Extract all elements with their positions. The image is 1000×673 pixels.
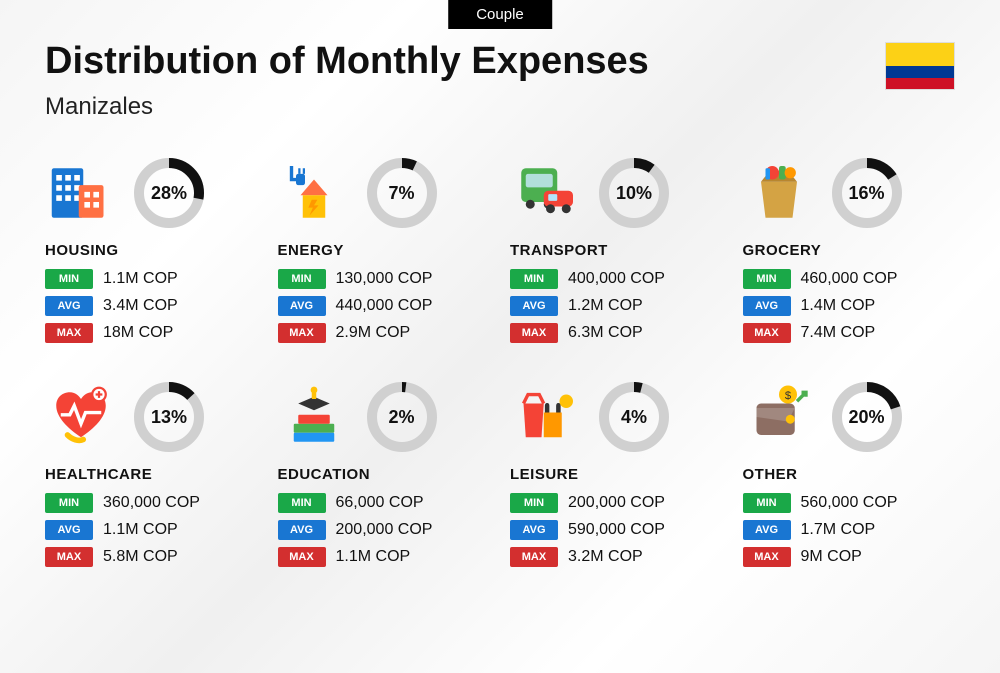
- avg-value: 590,000 COP: [568, 521, 665, 539]
- avg-value: 1.2M COP: [568, 297, 643, 315]
- min-value: 560,000 COP: [801, 494, 898, 512]
- category-card: 13% HEALTHCARE MIN 360,000 COP AVG 1.1M …: [45, 380, 258, 574]
- max-value: 6.3M COP: [568, 324, 643, 342]
- percent-donut: 28%: [132, 156, 206, 230]
- min-badge: MIN: [45, 493, 93, 513]
- svg-text:$: $: [784, 390, 791, 402]
- min-badge: MIN: [45, 269, 93, 289]
- percent-value: 4%: [621, 407, 647, 428]
- avg-value: 1.7M COP: [801, 521, 876, 539]
- max-badge: MAX: [45, 323, 93, 343]
- min-badge: MIN: [510, 269, 558, 289]
- min-badge: MIN: [278, 269, 326, 289]
- min-badge: MIN: [743, 269, 791, 289]
- header: Distribution of Monthly Expenses Manizal…: [0, 0, 1000, 121]
- percent-donut: 4%: [597, 380, 671, 454]
- max-value: 2.9M COP: [336, 324, 411, 342]
- category-name: HEALTHCARE: [45, 466, 258, 483]
- percent-value: 20%: [848, 407, 884, 428]
- min-badge: MIN: [743, 493, 791, 513]
- category-card: 2% EDUCATION MIN 66,000 COP AVG 200,000 …: [278, 380, 491, 574]
- max-value: 9M COP: [801, 548, 862, 566]
- category-name: EDUCATION: [278, 466, 491, 483]
- percent-value: 10%: [616, 183, 652, 204]
- min-value: 200,000 COP: [568, 494, 665, 512]
- category-card: 4% LEISURE MIN 200,000 COP AVG 590,000 C…: [510, 380, 723, 574]
- housing-icon: [45, 157, 117, 229]
- category-name: TRANSPORT: [510, 242, 723, 259]
- min-value: 1.1M COP: [103, 270, 178, 288]
- avg-badge: AVG: [510, 520, 558, 540]
- category-card: $ 20% OTHER MIN 560,000 COP AVG 1.7M COP…: [743, 380, 956, 574]
- avg-badge: AVG: [278, 296, 326, 316]
- percent-value: 16%: [848, 183, 884, 204]
- category-card: 7% ENERGY MIN 130,000 COP AVG 440,000 CO…: [278, 156, 491, 350]
- colombia-flag-icon: [885, 42, 955, 90]
- percent-value: 28%: [151, 183, 187, 204]
- percent-donut: 16%: [830, 156, 904, 230]
- avg-value: 1.1M COP: [103, 521, 178, 539]
- avg-value: 3.4M COP: [103, 297, 178, 315]
- percent-donut: 2%: [365, 380, 439, 454]
- leisure-icon: [510, 381, 582, 453]
- percent-donut: 13%: [132, 380, 206, 454]
- percent-donut: 10%: [597, 156, 671, 230]
- avg-value: 440,000 COP: [336, 297, 433, 315]
- percent-value: 7%: [388, 183, 414, 204]
- grocery-icon: [743, 157, 815, 229]
- percent-value: 13%: [151, 407, 187, 428]
- category-name: HOUSING: [45, 242, 258, 259]
- education-icon: [278, 381, 350, 453]
- transport-icon: [510, 157, 582, 229]
- max-value: 7.4M COP: [801, 324, 876, 342]
- page-title: Distribution of Monthly Expenses: [45, 40, 955, 83]
- min-value: 460,000 COP: [801, 270, 898, 288]
- min-value: 400,000 COP: [568, 270, 665, 288]
- avg-value: 1.4M COP: [801, 297, 876, 315]
- max-badge: MAX: [278, 547, 326, 567]
- other-icon: $: [743, 381, 815, 453]
- percent-donut: 20%: [830, 380, 904, 454]
- min-badge: MIN: [278, 493, 326, 513]
- avg-badge: AVG: [743, 296, 791, 316]
- percent-value: 2%: [388, 407, 414, 428]
- min-value: 360,000 COP: [103, 494, 200, 512]
- max-value: 18M COP: [103, 324, 173, 342]
- category-name: GROCERY: [743, 242, 956, 259]
- avg-badge: AVG: [278, 520, 326, 540]
- min-value: 130,000 COP: [336, 270, 433, 288]
- max-badge: MAX: [743, 323, 791, 343]
- category-card: 10% TRANSPORT MIN 400,000 COP AVG 1.2M C…: [510, 156, 723, 350]
- category-name: ENERGY: [278, 242, 491, 259]
- category-name: OTHER: [743, 466, 956, 483]
- energy-icon: [278, 157, 350, 229]
- category-card: 28% HOUSING MIN 1.1M COP AVG 3.4M COP MA…: [45, 156, 258, 350]
- city-subtitle: Manizales: [45, 93, 955, 121]
- category-name: LEISURE: [510, 466, 723, 483]
- min-badge: MIN: [510, 493, 558, 513]
- max-badge: MAX: [510, 323, 558, 343]
- percent-donut: 7%: [365, 156, 439, 230]
- max-badge: MAX: [510, 547, 558, 567]
- avg-badge: AVG: [45, 520, 93, 540]
- avg-badge: AVG: [743, 520, 791, 540]
- min-value: 66,000 COP: [336, 494, 424, 512]
- max-value: 1.1M COP: [336, 548, 411, 566]
- max-value: 3.2M COP: [568, 548, 643, 566]
- max-value: 5.8M COP: [103, 548, 178, 566]
- avg-badge: AVG: [510, 296, 558, 316]
- max-badge: MAX: [743, 547, 791, 567]
- max-badge: MAX: [45, 547, 93, 567]
- categories-grid: 28% HOUSING MIN 1.1M COP AVG 3.4M COP MA…: [0, 121, 1000, 604]
- avg-badge: AVG: [45, 296, 93, 316]
- avg-value: 200,000 COP: [336, 521, 433, 539]
- healthcare-icon: [45, 381, 117, 453]
- max-badge: MAX: [278, 323, 326, 343]
- category-card: 16% GROCERY MIN 460,000 COP AVG 1.4M COP…: [743, 156, 956, 350]
